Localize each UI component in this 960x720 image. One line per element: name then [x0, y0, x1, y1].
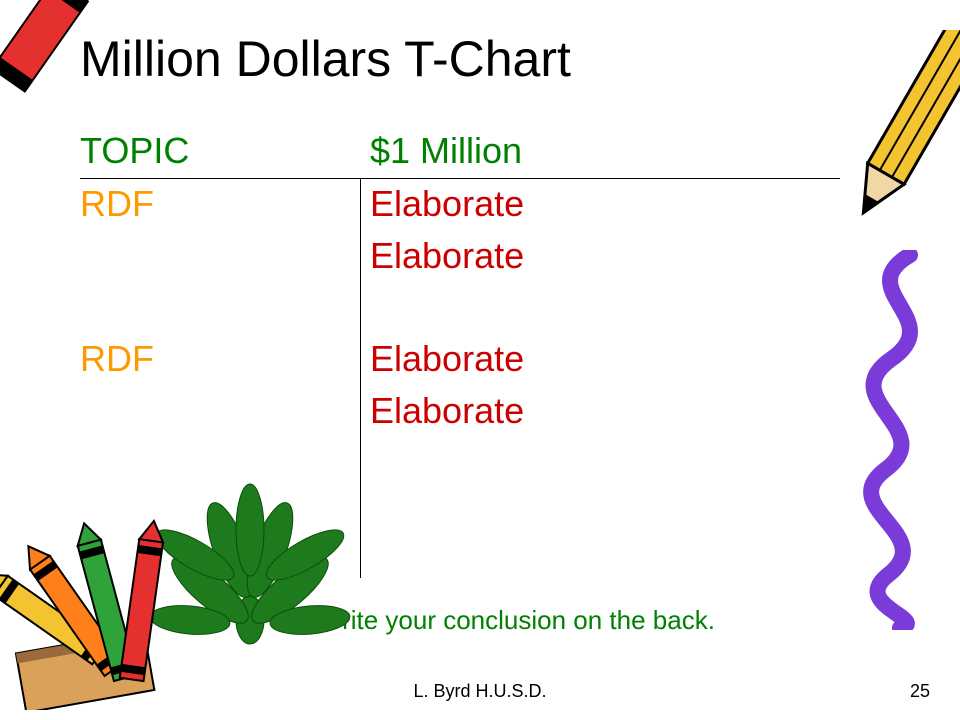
t-chart: TOPIC $1 Million RDF Elaborate Elaborate… [80, 125, 840, 438]
t-chart-row: RDF Elaborate [80, 178, 840, 231]
slide: Million Dollars T-Chart TOPIC $1 Million… [0, 0, 960, 720]
t-chart-cell-right: Elaborate [360, 230, 840, 283]
footer-author: L. Byrd H.U.S.D. [0, 681, 960, 702]
purple-squiggle-icon [840, 250, 950, 630]
t-chart-row [80, 283, 840, 333]
t-chart-row: Elaborate [80, 385, 840, 438]
conclusion-text: Write your conclusion on the back. [318, 605, 715, 636]
t-chart-cell-right [360, 283, 840, 333]
crayons-bottom-left-icon [0, 500, 200, 710]
slide-title: Million Dollars T-Chart [80, 30, 571, 88]
t-chart-header-left: TOPIC [80, 125, 360, 178]
t-chart-cell-right: Elaborate [360, 333, 840, 386]
t-chart-vertical-rule [360, 178, 361, 578]
page-number: 25 [910, 681, 930, 702]
pencil-top-right-icon [820, 30, 960, 260]
t-chart-cell-left [80, 385, 360, 438]
t-chart-cell-right: Elaborate [360, 385, 840, 438]
t-chart-cell-left [80, 283, 360, 333]
t-chart-cell-left [80, 230, 360, 283]
t-chart-cell-left: RDF [80, 333, 360, 386]
t-chart-cell-left: RDF [80, 178, 360, 231]
t-chart-header-right: $1 Million [360, 125, 840, 178]
t-chart-row: Elaborate [80, 230, 840, 283]
t-chart-row: RDF Elaborate [80, 333, 840, 386]
t-chart-horizontal-rule [80, 178, 840, 179]
t-chart-cell-right: Elaborate [360, 178, 840, 231]
t-chart-header-row: TOPIC $1 Million [80, 125, 840, 178]
